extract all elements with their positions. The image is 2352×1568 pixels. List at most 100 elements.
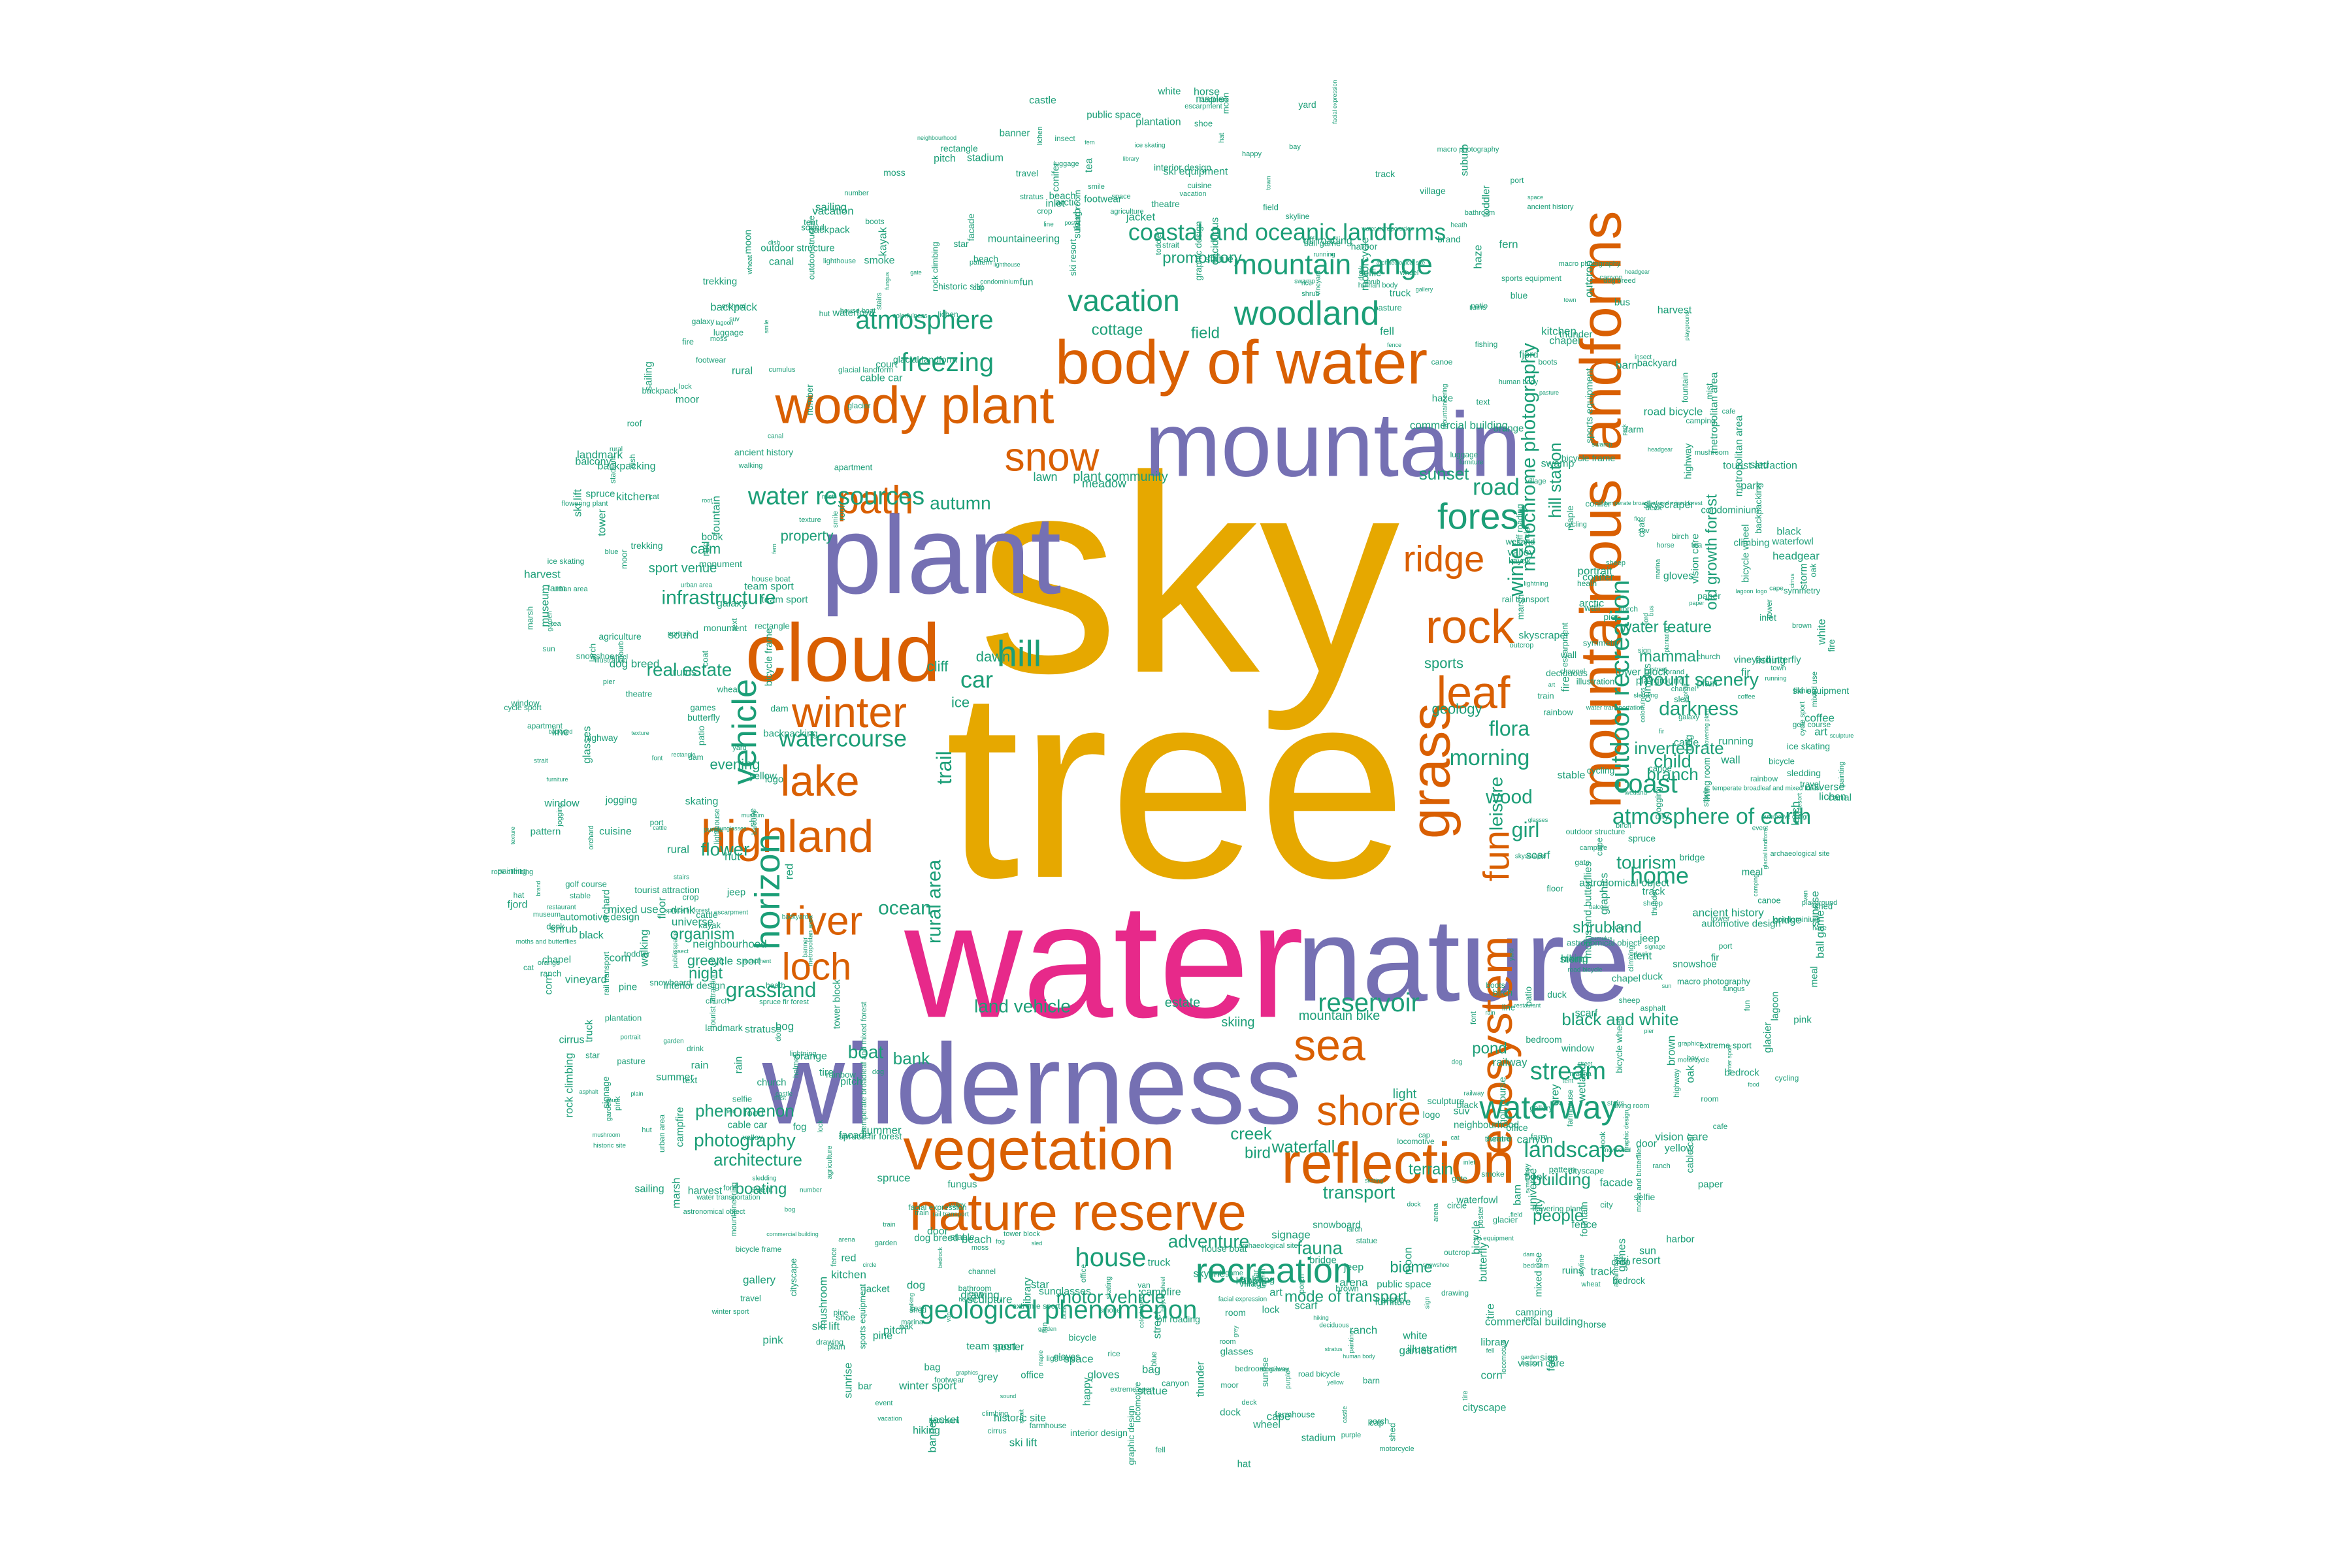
cloud-word-shed: shed (1388, 1423, 1397, 1441)
cloud-word-cable-car: cable car (1685, 1134, 1696, 1173)
cloud-word-stratus: stratus (1324, 1346, 1343, 1352)
cloud-word-font: font (652, 755, 663, 762)
cloud-word-creek: creek (1230, 1124, 1273, 1143)
cloud-word-dish: dish (628, 454, 637, 468)
cloud-word-logo: logo (765, 774, 783, 785)
cloud-word-deciduous: deciduous (1210, 218, 1221, 265)
cloud-word-heath: heath (766, 981, 785, 990)
cloud-word-orchard: orchard (587, 825, 595, 849)
cloud-word-garden: garden (663, 1038, 683, 1045)
cloud-word-strait: strait (1019, 1409, 1026, 1424)
cloud-word-sound: sound (801, 223, 824, 233)
cloud-word-fauna: fauna (1297, 1238, 1343, 1258)
cloud-word-pine: pine (619, 982, 637, 993)
cloud-word-public-space: public space (1086, 110, 1141, 121)
cloud-word-cafe: cafe (1722, 408, 1736, 416)
cloud-word-wheel: wheel (1399, 269, 1419, 277)
cloud-word-park: park (1621, 424, 1627, 436)
cloud-word-boots: boots (1538, 357, 1557, 367)
cloud-word-ski-lift: ski lift (1009, 1437, 1037, 1449)
cloud-word-hut: hut (642, 1126, 651, 1134)
cloud-word-bay: bay (1687, 1054, 1699, 1062)
cloud-word-tent: tent (804, 218, 818, 227)
cloud-word-poster: poster (1064, 220, 1081, 226)
cloud-word-waterfowl: waterfowl (1456, 1195, 1497, 1206)
cloud-word-rice: rice (1446, 1345, 1458, 1352)
cloud-word-star: star (953, 238, 969, 249)
cloud-word-ski-lift: ski lift (812, 1320, 840, 1333)
cloud-word-water-feature: water feature (1620, 619, 1712, 636)
cloud-word-bus: bus (1060, 1307, 1068, 1319)
cloud-word-extreme-sport: extreme sport (1012, 1301, 1060, 1311)
cloud-word-lagoon: lagoon (1770, 991, 1781, 1021)
cloud-word-strait: strait (1162, 240, 1180, 250)
cloud-word-ruins: ruins (1469, 302, 1486, 312)
cloud-word-camping: camping (1752, 874, 1759, 896)
cloud-word-building: building (1532, 1169, 1591, 1189)
cloud-word-harbor: harbor (1522, 1360, 1539, 1366)
cloud-word-galaxy: galaxy (692, 317, 715, 326)
cloud-word-hiking: hiking (913, 1426, 940, 1437)
cloud-word-marsh: marsh (1515, 595, 1526, 620)
cloud-word-locomotive: locomotive (1500, 1340, 1508, 1375)
cloud-word-apartment: apartment (1612, 1254, 1620, 1287)
cloud-word-dam: dam (688, 753, 703, 762)
cloud-word-fjord: fjord (507, 900, 527, 911)
cloud-word-sunglasses: sunglasses (1260, 1366, 1290, 1373)
cloud-word-nature-reserve: nature reserve (909, 1183, 1247, 1241)
cloud-word-symmetry: symmetry (1784, 586, 1821, 596)
cloud-word-coastal-and-oceanic-landforms: coastal and oceanic landforms (1128, 219, 1446, 246)
cloud-word-fir: fir (1659, 728, 1665, 736)
cloud-word-sailing: sailing (644, 361, 655, 391)
cloud-word-golf-course: golf course (1497, 1077, 1509, 1124)
cloud-word-harbor: harbor (1666, 1234, 1694, 1245)
cloud-word-playground: playground (1684, 312, 1690, 341)
cloud-word-museum: museum (539, 584, 551, 627)
cloud-word-farmhouse: farmhouse (1030, 1421, 1067, 1430)
cloud-word-tower-block: tower block (1004, 1230, 1040, 1238)
cloud-word-cattle: cattle (696, 909, 718, 920)
cloud-word-stream: stream (1530, 1058, 1606, 1085)
cloud-word-shed: shed (909, 1305, 926, 1315)
cloud-word-infrastructure: infrastructure (661, 587, 776, 609)
cloud-word-cityscape: cityscape (788, 1258, 798, 1297)
cloud-word-playground: playground (1802, 899, 1837, 907)
cloud-word-lighthouse: lighthouse (993, 261, 1020, 268)
cloud-word-art: art (1269, 1286, 1282, 1299)
cloud-word-museum: museum (742, 812, 764, 819)
cloud-word-colorfulness: colorfulness (1139, 1293, 1146, 1328)
cloud-word-storm: storm (1701, 787, 1710, 807)
cloud-word-wheat: wheat (717, 685, 740, 694)
cloud-word-text: text (730, 618, 739, 631)
cloud-word-canyon: canyon (1517, 1134, 1553, 1146)
cloud-word-bag: bag (1142, 1364, 1160, 1376)
cloud-word-plain: plain (630, 1090, 643, 1097)
cloud-word-paper: paper (1698, 1179, 1723, 1190)
cloud-word-waterfowl: waterfowl (1771, 536, 1813, 547)
cloud-word-ruins: ruins (673, 666, 697, 679)
cloud-word-sunrise: sunrise (1809, 891, 1821, 927)
cloud-word-inlet: inlet (1463, 1160, 1476, 1167)
cloud-word-sun: sun (1662, 983, 1672, 989)
cloud-word-purple: purple (1341, 1431, 1362, 1439)
cloud-word-logo: logo (1423, 1109, 1441, 1120)
cloud-word-backpacking: backpacking (598, 461, 656, 472)
cloud-word-cape: cape (1267, 1411, 1291, 1423)
cloud-word-mushroom: mushroom (1695, 449, 1729, 457)
cloud-word-meal: meal (1742, 867, 1763, 878)
cloud-word-patio: patio (1471, 301, 1488, 310)
cloud-word-number: number (800, 1187, 823, 1194)
cloud-word-city: city (1600, 1200, 1613, 1210)
cloud-word-canoe: canoe (1757, 896, 1780, 906)
cloud-word-colorfulness: colorfulness (1640, 687, 1647, 722)
cloud-word-canyon: canyon (1162, 1379, 1189, 1388)
cloud-word-conifer: conifer (1051, 162, 1062, 191)
cloud-word-graphics: graphics (956, 1369, 979, 1376)
cloud-word-photography: photography (694, 1130, 796, 1151)
cloud-word-universe: universe (1805, 782, 1845, 793)
cloud-word-plant-community: plant community (1073, 470, 1168, 484)
cloud-word-apartment: apartment (834, 463, 873, 472)
cloud-word-text: text (1477, 397, 1490, 407)
cloud-word-tower: tower (1710, 914, 1729, 923)
cloud-word-coast: coast (1615, 770, 1678, 798)
